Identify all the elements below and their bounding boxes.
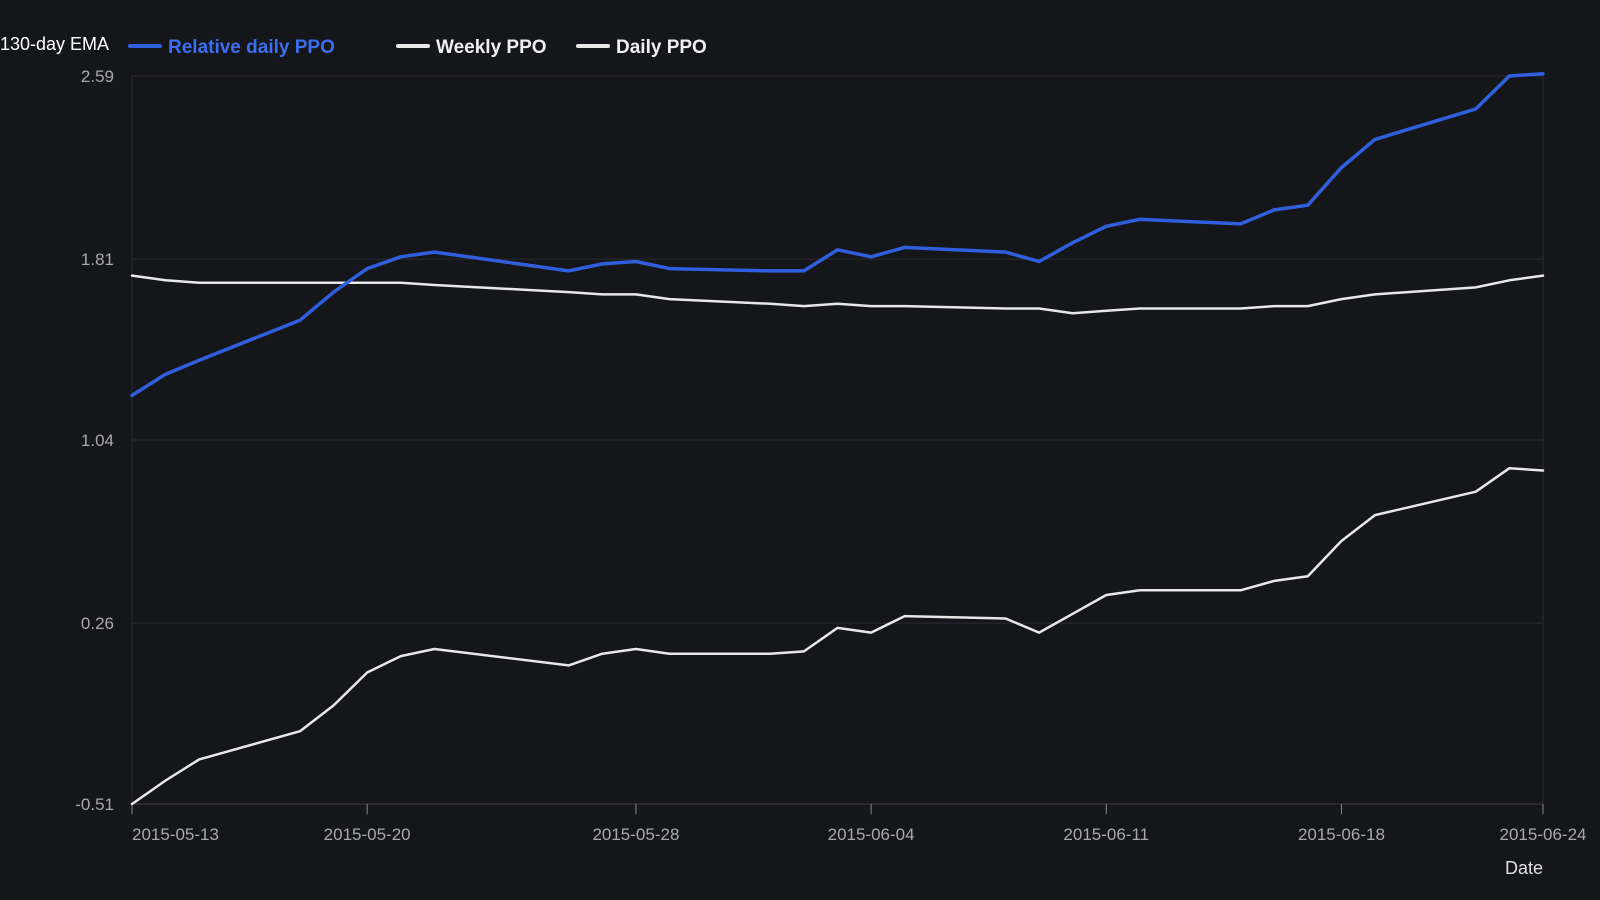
x-tick-label: 2015-06-11 [1063, 825, 1149, 844]
series-line-daily-ppo [130, 466, 1545, 806]
y-tick-label: 2.59 [81, 67, 114, 86]
y-axis-title: 130-day EMA [0, 34, 109, 54]
series-line-relative-daily-ppo [130, 71, 1545, 398]
series-lines [130, 71, 1545, 806]
x-tick-label: 2015-05-28 [592, 825, 679, 844]
y-tick-label: 1.04 [81, 431, 114, 450]
x-tick-label: 2015-06-04 [828, 825, 915, 844]
x-axis: 2015-05-13 2015-05-20 2015-05-28 2015-06-04… [131, 804, 1587, 844]
x-tick-label: 2015-05-20 [324, 825, 411, 844]
x-tick-label: 2015-06-24 [1500, 825, 1587, 844]
series-line-weekly-ppo [130, 274, 1545, 315]
grid [131, 75, 1544, 805]
legend-label[interactable]: Relative daily PPO [168, 37, 335, 58]
y-axis: 2.59 1.81 1.04 0.26 -0.51 [75, 67, 114, 814]
x-tick-label: 2015-05-13 [132, 825, 219, 844]
x-tick-label: 2015-06-18 [1298, 825, 1385, 844]
legend-label[interactable]: Weekly PPO [436, 37, 547, 58]
y-tick-label: 1.81 [81, 250, 114, 269]
x-axis-title: Date [1505, 858, 1543, 878]
legend: Relative daily PPO Weekly PPO Daily PPO [128, 37, 707, 58]
y-tick-label: 0.26 [81, 614, 114, 633]
legend-label[interactable]: Daily PPO [616, 37, 707, 58]
y-tick-label: -0.51 [75, 795, 114, 814]
